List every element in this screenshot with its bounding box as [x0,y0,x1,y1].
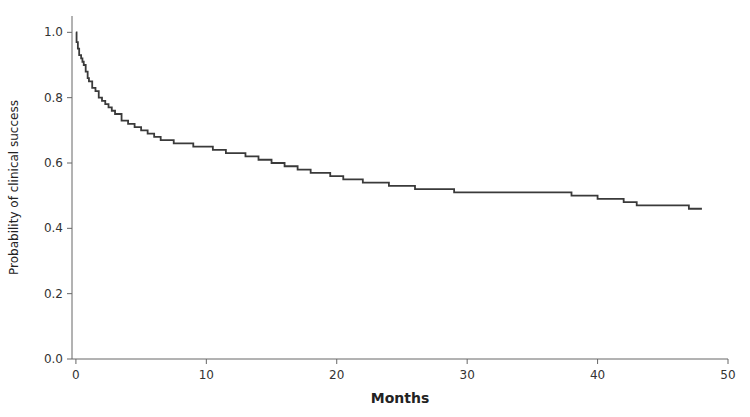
y-tick [67,359,72,360]
x-tick [597,359,598,364]
x-tick-label: 40 [590,368,605,382]
x-tick [206,359,207,364]
x-tick-label: 50 [720,368,735,382]
x-tick-label: 20 [329,368,344,382]
y-tick [67,97,72,98]
y-axis-label: Probability of clinical success [7,100,21,275]
axes: 0 10 20 30 40 50 0.0 0.2 0.4 0.6 0.8 1.0 [44,16,736,382]
x-axis-line [72,359,728,360]
y-tick [67,228,72,229]
y-tick-label: 1.0 [44,25,63,39]
y-axis-line [72,16,73,359]
y-tick [67,32,72,33]
y-tick [67,163,72,164]
x-tick [467,359,468,364]
plot-area [76,32,702,208]
y-tick-label: 0.8 [44,91,63,105]
km-step-line [76,32,702,208]
x-tick-label: 10 [199,368,214,382]
x-axis-label: Months [371,390,430,406]
chart: 0 10 20 30 40 50 0.0 0.2 0.4 0.6 0.8 1.0 Months Proba… [0,0,750,417]
x-tick [75,359,76,364]
x-tick-label: 30 [460,368,475,382]
x-tick [336,359,337,364]
y-tick-label: 0.4 [44,221,63,235]
x-tick [728,359,729,364]
y-tick [67,293,72,294]
y-tick-label: 0.2 [44,287,63,301]
x-tick-label: 0 [72,368,80,382]
y-tick-label: 0.6 [44,156,63,170]
y-tick-label: 0.0 [44,352,63,366]
